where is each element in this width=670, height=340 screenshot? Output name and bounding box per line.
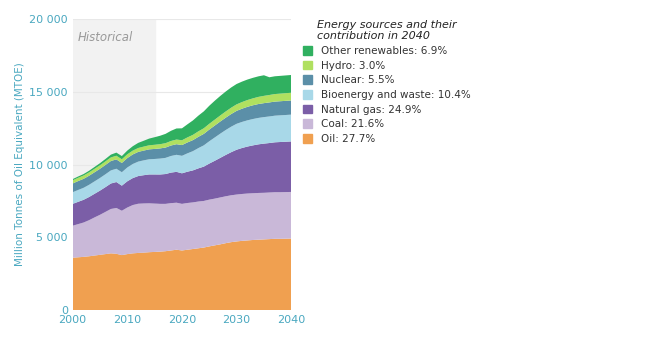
- Y-axis label: Million Tonnes of Oil Equivalent (MTOE): Million Tonnes of Oil Equivalent (MTOE): [15, 63, 25, 267]
- Legend: Other renewables: 6.9%, Hydro: 3.0%, Nuclear: 5.5%, Bioenergy and waste: 10.4%, : Other renewables: 6.9%, Hydro: 3.0%, Nuc…: [299, 16, 474, 148]
- Bar: [72, 19, 155, 310]
- Text: Historical: Historical: [78, 31, 133, 44]
